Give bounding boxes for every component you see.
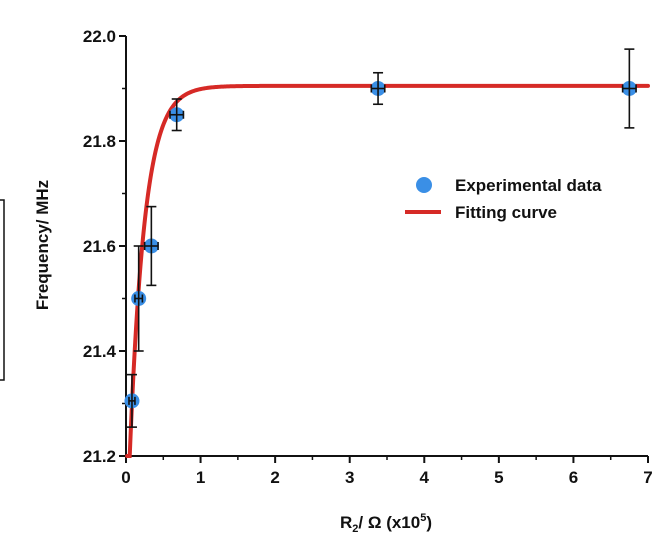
legend-label-experimental: Experimental data — [455, 176, 602, 195]
x-tick-label: 2 — [270, 468, 279, 487]
data-points-layer — [124, 48, 637, 428]
axes: 21.2 21.4 21.6 21.8 22.0 0 1 2 3 4 5 6 7 — [0, 27, 653, 487]
x-tick-label: 1 — [196, 468, 205, 487]
x-tick-label: 0 — [121, 468, 130, 487]
y-tick-label: 21.4 — [83, 342, 117, 361]
x-tick-label: 5 — [494, 468, 503, 487]
y-tick-label: 22.0 — [83, 27, 116, 46]
x-tick-label: 7 — [643, 468, 652, 487]
x-tick-label: 3 — [345, 468, 354, 487]
y-tick-label: 21.6 — [83, 237, 116, 256]
x-tick-label: 6 — [569, 468, 578, 487]
data-point-group — [370, 71, 386, 106]
legend-label-fitting: Fitting curve — [455, 203, 557, 222]
y-axis-title: Frequency/ MHz — [33, 180, 52, 310]
y-tick-label: 21.2 — [83, 447, 116, 466]
data-point-group — [124, 373, 140, 428]
data-point-group — [143, 205, 159, 287]
data-point-group — [169, 98, 185, 132]
x-axis-title: R2/ Ω (x105) — [340, 512, 432, 535]
x-tick-label: 4 — [420, 468, 430, 487]
y-tick-label: 21.8 — [83, 132, 116, 151]
adjacent-panel-edge — [0, 199, 5, 381]
data-point-group — [621, 48, 637, 129]
fitting-curve-line — [125, 83, 650, 458]
legend-marker-experimental — [416, 177, 432, 193]
fit-curve-layer — [125, 83, 650, 458]
legend: Experimental data Fitting curve — [405, 176, 602, 222]
data-point-group — [131, 245, 147, 352]
